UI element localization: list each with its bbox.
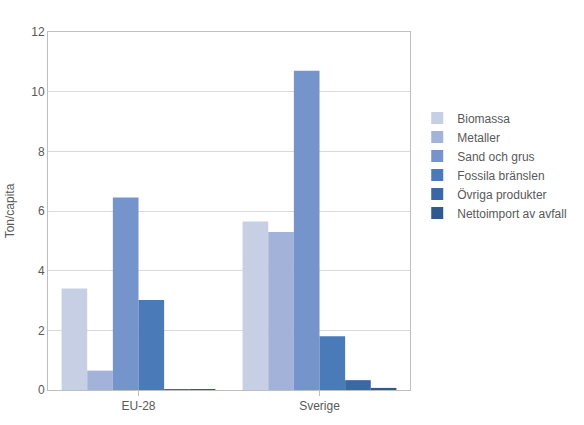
svg-text:Sverige: Sverige (299, 399, 340, 413)
svg-text:Metaller: Metaller (457, 131, 500, 145)
svg-text:6: 6 (38, 204, 45, 218)
svg-text:12: 12 (31, 25, 45, 39)
svg-text:2: 2 (38, 324, 45, 338)
svg-text:EU-28: EU-28 (121, 399, 155, 413)
svg-text:Nettoimport av avfall: Nettoimport av avfall (457, 207, 566, 221)
svg-text:8: 8 (38, 145, 45, 159)
svg-text:0: 0 (38, 383, 45, 397)
svg-text:Biomassa: Biomassa (457, 112, 510, 126)
svg-text:Sand och grus: Sand och grus (457, 150, 534, 164)
svg-text:10: 10 (31, 85, 45, 99)
svg-text:4: 4 (38, 264, 45, 278)
svg-text:Övriga produkter: Övriga produkter (457, 188, 546, 202)
svg-text:Ton/capita: Ton/capita (3, 183, 17, 238)
svg-text:Fossila bränslen: Fossila bränslen (457, 169, 544, 183)
